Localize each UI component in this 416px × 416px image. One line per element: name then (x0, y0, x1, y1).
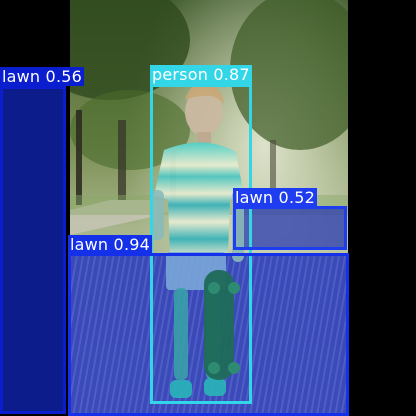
lawn-label-0-56: lawn 0.56 (0, 67, 84, 86)
scene-illustration (70, 0, 348, 416)
lawn-label-0-94: lawn 0.94 (68, 235, 152, 254)
lawn-box-0-56 (0, 86, 66, 414)
scene-photo (70, 0, 348, 416)
person-label-0-87: person 0.87 (150, 65, 252, 84)
lawn-label-0-52: lawn 0.52 (233, 188, 317, 207)
lawn-mask-0-56 (1, 86, 64, 411)
